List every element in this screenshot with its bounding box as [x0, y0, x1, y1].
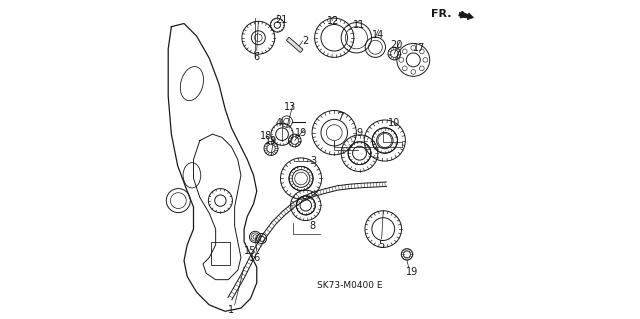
FancyBboxPatch shape: [287, 37, 303, 52]
Text: 15: 15: [244, 246, 257, 256]
Text: 14: 14: [372, 30, 385, 40]
Text: 13: 13: [284, 102, 296, 112]
Text: 4: 4: [276, 118, 282, 128]
Text: 3: 3: [310, 156, 317, 166]
Text: 1: 1: [228, 305, 234, 315]
Text: 10: 10: [388, 118, 401, 128]
Text: 21: 21: [275, 15, 287, 25]
Text: 18: 18: [259, 131, 272, 141]
Text: 9: 9: [356, 128, 363, 137]
Text: FR.: FR.: [431, 9, 451, 19]
Text: 7: 7: [337, 112, 344, 122]
Text: 8: 8: [309, 221, 315, 231]
Text: 17: 17: [413, 43, 426, 53]
Text: 19: 19: [265, 136, 277, 145]
Text: 20: 20: [390, 40, 403, 50]
Text: 19: 19: [295, 128, 307, 137]
FancyArrow shape: [459, 12, 474, 20]
Text: 2: 2: [303, 36, 309, 46]
Text: 12: 12: [326, 16, 339, 26]
Text: 11: 11: [353, 20, 365, 30]
Text: SK73-M0400 E: SK73-M0400 E: [317, 281, 383, 291]
Text: 19: 19: [406, 267, 418, 277]
Text: 5: 5: [378, 240, 385, 250]
Text: 16: 16: [249, 253, 261, 263]
Bar: [211, 242, 230, 265]
Text: 6: 6: [253, 52, 260, 62]
